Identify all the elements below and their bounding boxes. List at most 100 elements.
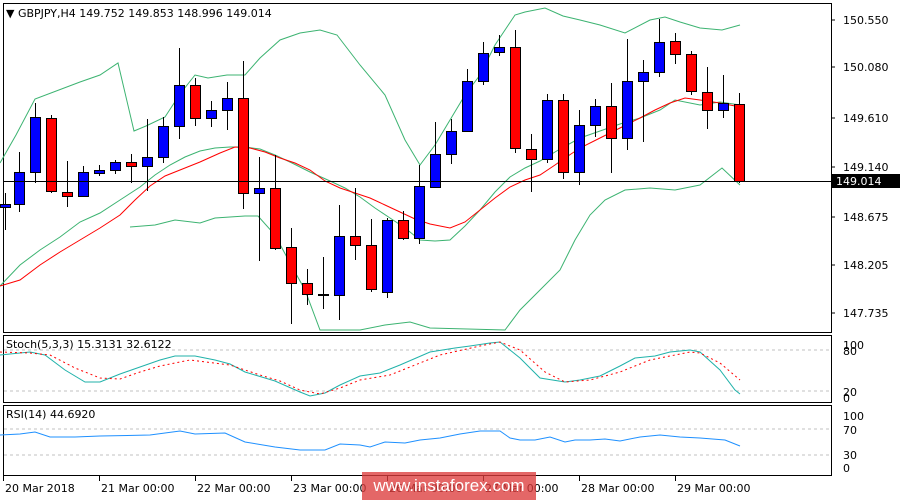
candle — [190, 78, 201, 126]
candle — [222, 82, 233, 130]
candle-body — [606, 106, 617, 139]
candle — [238, 61, 249, 209]
candle — [574, 110, 585, 185]
time-label: 28 Mar 00:00 — [581, 482, 654, 495]
rsi-axis-label: 0 — [843, 462, 850, 475]
candle — [526, 134, 537, 192]
candle — [334, 205, 345, 320]
candle-body — [206, 110, 217, 119]
candle-body — [414, 186, 425, 239]
bollinger-middle — [0, 99, 741, 287]
candle-body — [254, 188, 265, 194]
candle-body — [190, 85, 201, 119]
candle-body — [462, 81, 473, 132]
candle-body — [622, 81, 633, 139]
price-tick-label: 148.205 — [843, 259, 889, 272]
current-price-badge — [832, 174, 900, 188]
main-pane-frame — [3, 3, 832, 333]
candle — [702, 67, 713, 129]
current-price-label: 149.014 — [836, 175, 882, 188]
time-label: 23 Mar 00:00 — [293, 482, 366, 495]
candle — [398, 211, 409, 240]
candle — [302, 269, 313, 305]
rsi-axis-label: 30 — [843, 449, 857, 462]
candle — [446, 119, 457, 164]
candle-body — [334, 236, 345, 296]
candle-body — [94, 170, 105, 174]
candle — [510, 30, 521, 153]
candle-body — [734, 104, 745, 182]
candle-body — [494, 47, 505, 53]
candle-body — [542, 100, 553, 160]
candle-body — [382, 220, 393, 293]
candle-body — [590, 106, 601, 126]
price-tick-label: 147.735 — [843, 307, 889, 320]
candle — [478, 42, 489, 85]
candle — [542, 94, 553, 163]
candle — [94, 165, 105, 176]
collapse-triangle-icon[interactable]: ▼ — [6, 7, 15, 20]
candle-body — [174, 85, 185, 127]
time-label: 21 Mar 00:00 — [101, 482, 174, 495]
price-tick-label: 150.550 — [843, 14, 889, 27]
candle-body — [654, 42, 665, 73]
candle — [174, 48, 185, 139]
candle-body — [430, 154, 441, 188]
time-label: 29 Mar 00:00 — [677, 482, 750, 495]
candle — [0, 193, 11, 230]
stoch-axis-label: 100 — [843, 339, 864, 352]
stoch-axis-label: 0 — [843, 392, 850, 405]
candle-body — [670, 41, 681, 55]
candle — [126, 154, 137, 183]
candle-body — [638, 72, 649, 82]
stoch-title: Stoch(5,3,3) 15.3131 32.6122 — [6, 338, 172, 351]
candle-body — [526, 149, 537, 160]
stoch-signal-line — [0, 341, 741, 395]
rsi-axis-label: 70 — [843, 424, 857, 437]
stoch-lines — [0, 341, 741, 397]
candle-body — [398, 220, 409, 239]
candle-body — [510, 47, 521, 149]
candle-body — [270, 188, 281, 249]
candle — [590, 99, 601, 137]
candle-body — [46, 118, 57, 192]
watermark: www.instaforex.com — [362, 472, 536, 500]
candle-body — [574, 125, 585, 173]
candle — [670, 33, 681, 64]
candle — [142, 119, 153, 191]
candle — [654, 19, 665, 77]
candle-body — [78, 172, 89, 197]
price-tick-label: 150.080 — [843, 61, 889, 74]
candle — [270, 155, 281, 250]
rsi-line — [0, 430, 741, 451]
candle — [686, 51, 697, 95]
candle-body — [702, 92, 713, 111]
price-axis: 150.550 150.080 149.610 149.140 148.675 148.2… — [831, 14, 889, 320]
stoch-pane-frame — [3, 335, 832, 403]
candle-body — [126, 162, 137, 167]
candle-body — [286, 247, 297, 284]
candle-body — [558, 100, 569, 173]
candle — [414, 165, 425, 244]
candle — [206, 101, 217, 127]
time-label: 20 Mar 2018 — [5, 482, 75, 495]
candle-body — [718, 103, 729, 111]
price-tick-label: 149.610 — [843, 112, 889, 125]
candle-body — [318, 294, 329, 296]
candle-body — [222, 98, 233, 111]
candle — [734, 93, 745, 183]
candlesticks — [0, 19, 745, 324]
chart-title: ▼ GBPJPY,H4 149.752 149.853 148.996 149.… — [6, 7, 272, 20]
candle — [286, 228, 297, 324]
candle — [318, 257, 329, 309]
candle — [638, 60, 649, 142]
price-tick-label: 149.140 — [843, 161, 889, 174]
candle — [366, 219, 377, 292]
rsi-title: RSI(14) 44.6920 — [6, 408, 96, 421]
candle-body — [366, 245, 377, 290]
candle-body — [0, 204, 11, 208]
